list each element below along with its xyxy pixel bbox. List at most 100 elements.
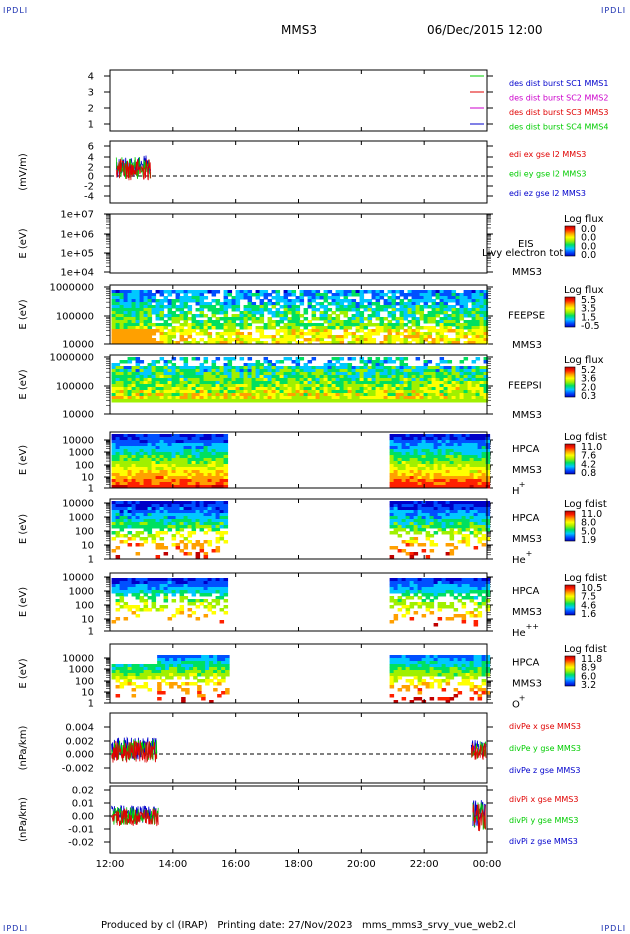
spectrogram-pixel bbox=[175, 366, 181, 370]
spectrogram-pixel bbox=[409, 513, 415, 517]
spectrogram-pixel bbox=[367, 387, 373, 391]
spectrogram-pixel bbox=[389, 525, 395, 529]
spectrogram-pixel bbox=[397, 440, 403, 444]
spectrogram-pixel bbox=[481, 513, 487, 517]
spectrogram-pixel bbox=[259, 317, 265, 321]
spectrogram-pixel bbox=[467, 332, 473, 336]
spectrogram-pixel bbox=[195, 543, 201, 547]
spectrogram-pixel bbox=[469, 437, 475, 441]
spectrogram-pixel bbox=[279, 375, 285, 379]
spectrogram-pixel bbox=[243, 317, 249, 321]
spectrogram-pixel bbox=[143, 528, 149, 532]
spectrogram-pixel bbox=[439, 320, 445, 324]
spectrogram-pixel bbox=[457, 485, 463, 489]
spectrogram-pixel bbox=[485, 440, 491, 444]
spectrogram-pixel bbox=[437, 485, 443, 489]
spectrogram-pixel bbox=[139, 375, 145, 379]
spectrogram-pixel bbox=[441, 467, 447, 471]
spectrogram-pixel bbox=[159, 528, 165, 532]
spectrogram-pixel bbox=[123, 366, 129, 370]
spectrogram-pixel bbox=[135, 596, 141, 600]
spectrogram-pixel bbox=[419, 381, 425, 385]
spectrogram-pixel bbox=[455, 308, 461, 312]
spectrogram-pixel bbox=[375, 363, 381, 367]
spectrogram-pixel bbox=[435, 296, 441, 300]
spectrogram-pixel bbox=[469, 507, 475, 511]
spectrogram-pixel bbox=[111, 437, 117, 441]
spectrogram-pixel bbox=[127, 485, 133, 489]
spectrogram-pixel bbox=[379, 393, 385, 397]
spectrogram-pixel bbox=[417, 528, 423, 532]
spectrogram-pixel bbox=[227, 375, 233, 379]
spectrogram-pixel bbox=[303, 326, 309, 330]
spectrogram-pixel bbox=[199, 467, 205, 471]
spectrogram-pixel bbox=[413, 479, 419, 483]
panel-frame bbox=[109, 140, 488, 204]
spectrogram-pixel bbox=[159, 375, 165, 379]
spectrogram-pixel bbox=[155, 311, 161, 315]
spectrogram-pixel bbox=[383, 396, 389, 400]
colorbar-title: Log flux bbox=[564, 355, 604, 366]
spectrogram-pixel bbox=[211, 320, 217, 324]
spectrogram-pixel bbox=[485, 473, 491, 477]
spectrogram-pixel bbox=[413, 470, 419, 474]
spectrogram-pixel bbox=[475, 314, 481, 318]
spectrogram-pixel bbox=[395, 302, 401, 306]
spectrogram-pixel bbox=[187, 396, 193, 400]
spectrogram-pixel bbox=[187, 584, 193, 588]
spectrogram-pixel bbox=[419, 314, 425, 318]
spectrogram-pixel bbox=[203, 504, 209, 508]
spectrogram-pixel bbox=[151, 384, 157, 388]
spectrogram-pixel bbox=[415, 302, 421, 306]
spectrogram-pixel bbox=[183, 396, 189, 400]
spectrogram-pixel bbox=[143, 510, 149, 514]
spectrogram-pixel bbox=[119, 593, 125, 597]
spectrogram-pixel bbox=[243, 290, 249, 294]
spectrogram-pixel bbox=[175, 587, 181, 591]
spectrogram-pixel bbox=[405, 440, 411, 444]
spectrogram-pixel bbox=[183, 384, 189, 388]
spectrogram-pixel bbox=[119, 360, 125, 364]
spectrogram-pixel bbox=[139, 302, 145, 306]
spectrogram-pixel bbox=[409, 537, 415, 541]
spectrogram-pixel bbox=[255, 399, 261, 403]
spectrogram-pixel bbox=[339, 393, 345, 397]
spectrogram-pixel bbox=[207, 470, 213, 474]
spectrogram-pixel bbox=[163, 393, 169, 397]
spectrogram-pixel bbox=[115, 479, 121, 483]
spectrogram-pixel bbox=[459, 375, 465, 379]
spectrogram-pixel bbox=[175, 578, 181, 582]
spectrogram-pixel bbox=[175, 293, 181, 297]
spectrogram-pixel bbox=[191, 458, 197, 462]
spectrogram-pixel bbox=[199, 549, 205, 553]
spectrogram-pixel bbox=[415, 335, 421, 339]
spectrogram-pixel bbox=[359, 387, 365, 391]
spectrogram-pixel bbox=[215, 384, 221, 388]
spectrogram-pixel bbox=[469, 458, 475, 462]
spectrogram-pixel bbox=[299, 323, 305, 327]
spectrogram-pixel bbox=[371, 360, 377, 364]
spectrogram-pixel bbox=[151, 455, 157, 459]
spectrogram-pixel bbox=[119, 378, 125, 382]
spectrogram-pixel bbox=[135, 593, 141, 597]
spectrogram-pixel bbox=[219, 519, 225, 523]
spectrogram-pixel bbox=[251, 314, 257, 318]
spectrogram-pixel bbox=[167, 308, 173, 312]
spectrogram-pixel bbox=[475, 320, 481, 324]
spectrogram-pixel bbox=[243, 320, 249, 324]
spectrogram-pixel bbox=[311, 384, 317, 388]
spectrogram-pixel bbox=[147, 482, 153, 486]
series-line bbox=[115, 158, 152, 181]
spectrogram-pixel bbox=[131, 366, 137, 370]
spectrogram-pixel bbox=[115, 482, 121, 486]
spectrogram-pixel bbox=[167, 513, 173, 517]
spectrogram-pixel bbox=[429, 440, 435, 444]
spectrogram-pixel bbox=[405, 513, 411, 517]
spectrogram-pixel bbox=[439, 393, 445, 397]
spectrogram-pixel bbox=[477, 446, 483, 450]
spectrogram-pixel bbox=[163, 525, 169, 529]
spectrogram-pixel bbox=[159, 525, 165, 529]
spectrogram-pixel bbox=[389, 522, 395, 526]
spectrogram-pixel bbox=[395, 369, 401, 373]
spectrogram-pixel bbox=[215, 549, 221, 553]
